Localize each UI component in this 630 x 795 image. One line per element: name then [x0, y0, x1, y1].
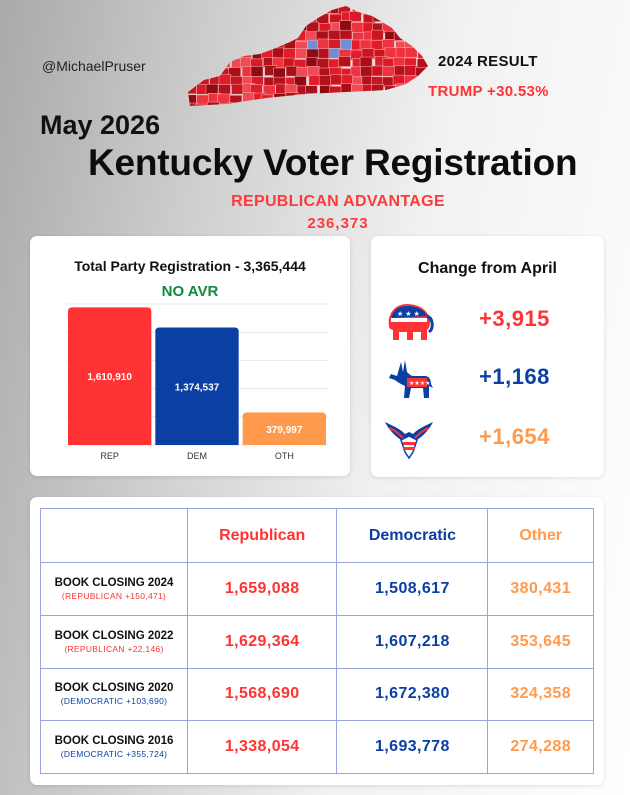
registration-card: Total Party Registration - 3,365,444 NO …	[30, 236, 350, 476]
bar-value-label: 1,610,910	[87, 372, 132, 383]
report-date: May 2026	[40, 110, 161, 140]
history-card: Republican Democratic Other BOOK CLOSING…	[30, 497, 604, 785]
registration-bar-chart: 1,610,910 REP 1,374,537 DEM 379,997 OTH	[66, 303, 328, 461]
category-label: REP	[100, 451, 119, 461]
bar-rep	[68, 307, 152, 445]
cell-democratic: 1,672,380	[336, 667, 489, 722]
change-title: Change from April	[418, 260, 557, 277]
row-title: BOOK CLOSING 2024	[54, 576, 174, 589]
advantage-value: 236,373	[307, 215, 369, 232]
header-other: Other	[487, 508, 594, 563]
change-row-other: +1,654	[371, 414, 604, 464]
cell-democratic: 1,607,218	[336, 614, 489, 669]
row-title: BOOK CLOSING 2016	[54, 735, 174, 748]
change-card: Change from April ★ ★ ★ +3,915 ★★★★ +1,1…	[371, 236, 604, 477]
cell-republican: 1,659,088	[186, 562, 338, 616]
cell-republican: 1,568,690	[186, 667, 338, 722]
cell-democratic: 1,508,617	[336, 562, 489, 616]
change-row-republican: ★ ★ ★ +3,915	[371, 296, 604, 346]
row-note: (REPUBLICAN +22,146)	[64, 643, 164, 654]
page-title: Kentucky Voter Registration	[88, 142, 578, 183]
category-label: DEM	[187, 451, 207, 461]
result-title: 2024 RESULT	[438, 53, 538, 70]
cell-republican: 1,338,054	[186, 720, 338, 774]
bar-value-label: 379,997	[266, 425, 303, 436]
header-empty	[40, 508, 188, 563]
eagle-icon	[385, 422, 433, 460]
row-title: BOOK CLOSING 2020	[54, 682, 174, 695]
row-label: BOOK CLOSING 2016 (DEMOCRATIC +355,724)	[40, 720, 188, 774]
kentucky-county-map	[188, 6, 428, 106]
republican-elephant-icon: ★ ★ ★	[388, 304, 434, 340]
registration-title: Total Party Registration - 3,365,444	[74, 258, 306, 274]
svg-text:★★★★: ★★★★	[409, 380, 431, 387]
cell-other: 274,288	[487, 720, 594, 774]
row-note: (DEMOCRATIC +103,690)	[60, 696, 168, 707]
cell-democratic: 1,693,778	[336, 720, 489, 774]
category-label: OTH	[275, 451, 294, 461]
table-header-row: Republican Democratic Other	[40, 508, 594, 563]
row-label: BOOK CLOSING 2022 (REPUBLICAN +22,146)	[40, 614, 188, 669]
cell-republican: 1,629,364	[186, 614, 338, 669]
change-value-republican: +3,915	[479, 306, 550, 331]
bar-dem	[155, 327, 239, 445]
table-row: BOOK CLOSING 2022 (REPUBLICAN +22,146) 1…	[40, 614, 594, 669]
democratic-donkey-icon: ★★★★	[389, 360, 433, 398]
row-label: BOOK CLOSING 2020 (DEMOCRATIC +103,690)	[40, 667, 188, 722]
row-note: (REPUBLICAN +150,471)	[61, 590, 167, 601]
bar-oth	[242, 412, 326, 445]
cell-other: 324,358	[487, 667, 594, 722]
cell-other: 353,645	[487, 614, 594, 669]
cell-other: 380,431	[487, 562, 594, 616]
row-label: BOOK CLOSING 2024 (REPUBLICAN +150,471)	[40, 562, 188, 616]
author-handle: @MichaelPruser	[42, 58, 146, 74]
history-table: Republican Democratic Other BOOK CLOSING…	[40, 508, 594, 774]
result-value: TRUMP +30.53%	[428, 83, 549, 100]
table-row: BOOK CLOSING 2020 (DEMOCRATIC +103,690) …	[40, 667, 594, 722]
change-value-other: +1,654	[479, 424, 550, 449]
no-avr-label: NO AVR	[161, 283, 219, 300]
row-title: BOOK CLOSING 2022	[54, 629, 174, 642]
row-note: (DEMOCRATIC +355,724)	[60, 749, 168, 760]
header-democratic: Democratic	[336, 508, 489, 563]
bar-value-label: 1,374,537	[175, 382, 220, 393]
change-value-democratic: +1,168	[479, 364, 550, 389]
change-row-democratic: ★★★★ +1,168	[371, 354, 604, 404]
table-row: BOOK CLOSING 2024 (REPUBLICAN +150,471) …	[40, 562, 594, 616]
table-row: BOOK CLOSING 2016 (DEMOCRATIC +355,724) …	[40, 720, 594, 774]
header-republican: Republican	[186, 508, 338, 563]
svg-text:★ ★ ★: ★ ★ ★	[397, 310, 420, 318]
advantage-label: REPUBLICAN ADVANTAGE	[231, 193, 445, 210]
